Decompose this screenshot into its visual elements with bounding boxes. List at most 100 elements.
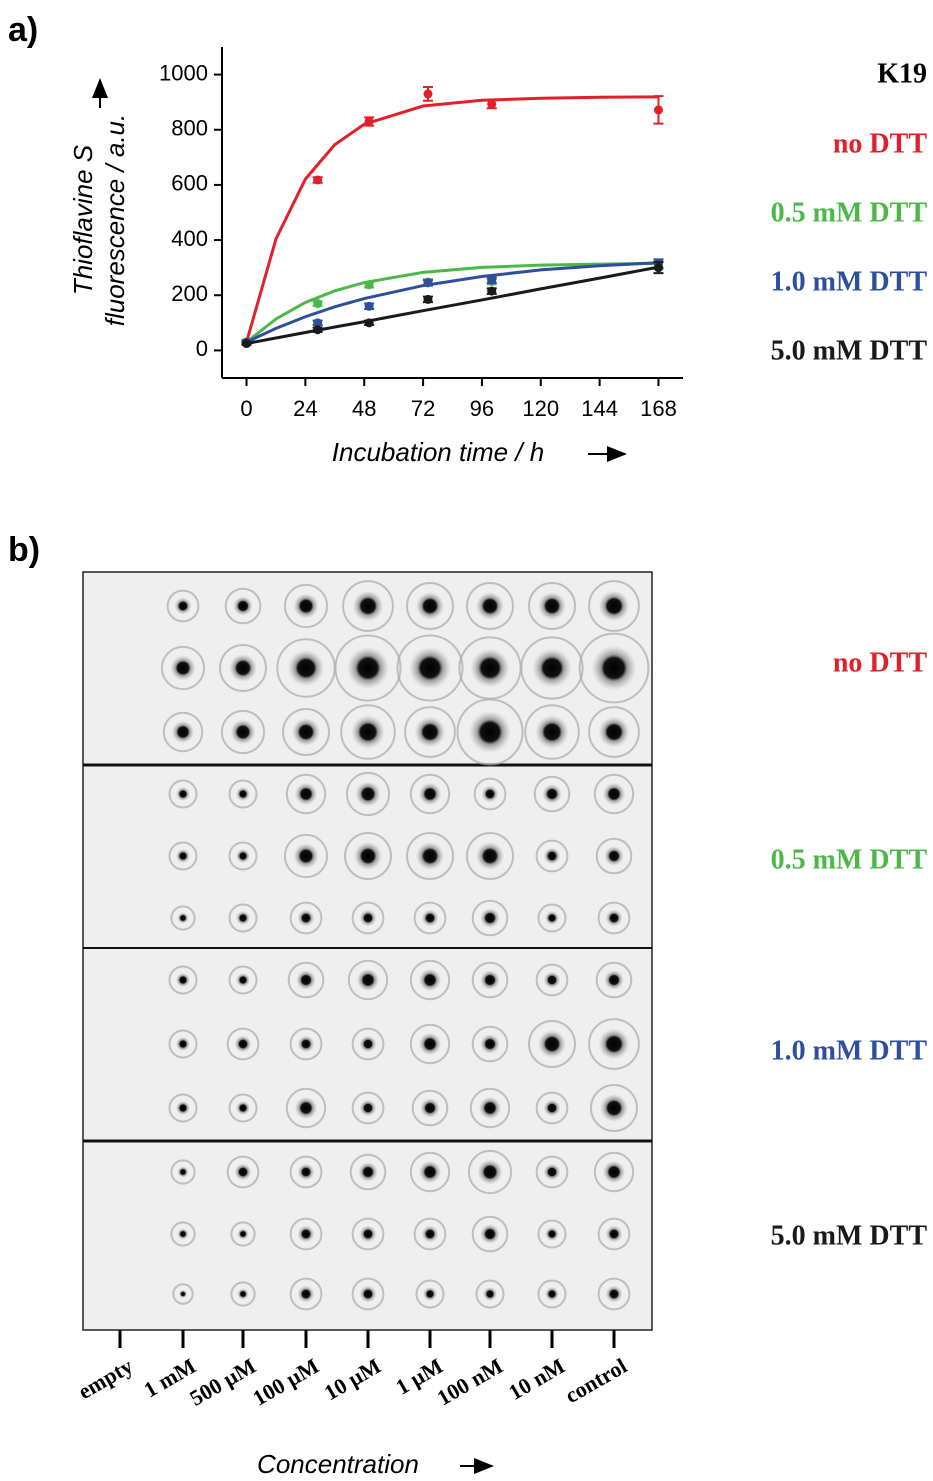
blot-spot <box>177 912 188 923</box>
data-point <box>654 105 663 114</box>
fit-line <box>247 267 659 343</box>
blot-spot <box>177 1228 188 1239</box>
data-point <box>313 299 322 308</box>
lane-label: control <box>561 1353 631 1408</box>
x-tick-label: 24 <box>293 396 317 421</box>
data-point <box>242 339 251 348</box>
blot-spot <box>236 849 250 863</box>
y-tick-label: 200 <box>171 281 208 306</box>
blot-spot <box>360 1036 377 1053</box>
blot-spot <box>179 1290 187 1298</box>
blot-spot <box>235 1164 252 1181</box>
y-tick-label: 800 <box>171 116 208 141</box>
x-tick-label: 48 <box>352 396 376 421</box>
blot-spot <box>599 1029 630 1060</box>
blot-spot <box>415 717 446 748</box>
blot-spot <box>532 648 571 687</box>
blot-spot <box>236 911 250 925</box>
blot-spot <box>176 973 190 987</box>
blot-spot <box>298 1286 315 1303</box>
blot-spot <box>469 711 511 753</box>
legend-title: K19 <box>877 58 927 89</box>
blot-spot <box>423 1287 437 1301</box>
blot-spot <box>298 1036 315 1053</box>
dot-blot <box>83 572 652 1330</box>
blot-spot <box>538 1030 566 1058</box>
panel-label: b) <box>8 531 40 569</box>
blot-spot <box>416 592 444 620</box>
blot-spot <box>416 842 444 870</box>
blot-spot <box>476 842 504 870</box>
data-point <box>487 276 496 285</box>
blot-spot <box>298 1226 315 1243</box>
blot-spot <box>351 715 385 749</box>
blot-spot <box>236 973 250 987</box>
blot-spot <box>298 1164 315 1181</box>
y-tick-label: 0 <box>196 336 208 361</box>
blot-spot <box>606 1226 623 1243</box>
lane-label: 100 µM <box>248 1353 323 1411</box>
blot-spot <box>358 1162 378 1182</box>
data-point <box>423 89 432 98</box>
blot-spot <box>419 969 441 991</box>
blot-spot <box>535 715 569 749</box>
blot-spot <box>592 646 637 691</box>
lane-label: empty <box>74 1353 137 1404</box>
blot-spot <box>606 910 623 927</box>
blot-spot <box>176 1037 190 1051</box>
blot-spot <box>176 787 190 801</box>
fit-line <box>247 263 659 342</box>
blot-spot <box>176 1101 190 1115</box>
legend-entry: 5.0 mM DTT <box>771 335 928 366</box>
y-tick-label: 600 <box>171 171 208 196</box>
lane-label: 10 nM <box>504 1353 569 1405</box>
group-label: 1.0 mM DTT <box>771 1035 928 1066</box>
blot-spot <box>545 911 559 925</box>
blot-spot <box>288 650 324 686</box>
blot-spot <box>360 1226 377 1243</box>
blot-spot <box>420 1098 440 1118</box>
blot-spot <box>480 1224 500 1244</box>
blot-spot <box>360 910 377 927</box>
blot-spot <box>298 910 315 927</box>
blot-spot <box>353 591 384 622</box>
blot-spot <box>237 1228 248 1239</box>
x-tick-label: 120 <box>522 396 559 421</box>
blot-spot <box>544 1164 561 1181</box>
x-tick-label: 72 <box>411 396 435 421</box>
blot-spot <box>236 1101 250 1115</box>
blot-spot <box>606 1286 623 1303</box>
blot-spot <box>295 1097 317 1119</box>
x-tick-label: 144 <box>581 396 618 421</box>
blot-spot <box>236 787 250 801</box>
blot-spot <box>600 1094 628 1122</box>
blot-spot <box>419 1033 441 1055</box>
blot-spot <box>175 598 192 615</box>
blot-spot <box>172 721 194 743</box>
blot-spot <box>604 970 624 990</box>
blot-spot <box>545 1227 559 1241</box>
blot-spot <box>422 1226 439 1243</box>
blot-spot <box>476 592 504 620</box>
legend-entry: no DTT <box>833 128 927 159</box>
blot-spot <box>360 1286 377 1303</box>
x-tick-label: 96 <box>470 396 494 421</box>
blot-spot <box>354 842 382 870</box>
blot-spot <box>603 1161 625 1183</box>
y-tick-label: 400 <box>171 226 208 251</box>
data-point <box>423 278 432 287</box>
data-point <box>654 263 663 272</box>
data-point <box>313 325 322 334</box>
blot-spot <box>292 718 320 746</box>
blot-spot <box>176 849 190 863</box>
legend-entry: 1.0 mM DTT <box>771 266 928 297</box>
blot-spot <box>479 1097 501 1119</box>
legend-entry: 0.5 mM DTT <box>771 197 928 228</box>
panel-label: a) <box>8 11 38 49</box>
x-tick-label: 168 <box>640 396 677 421</box>
blot-spot <box>480 1034 500 1054</box>
blot-spot <box>347 647 389 689</box>
lane-label: 10 µM <box>320 1353 385 1405</box>
lane-label: 500 µM <box>185 1353 260 1411</box>
y-tick-label: 1000 <box>159 60 208 85</box>
